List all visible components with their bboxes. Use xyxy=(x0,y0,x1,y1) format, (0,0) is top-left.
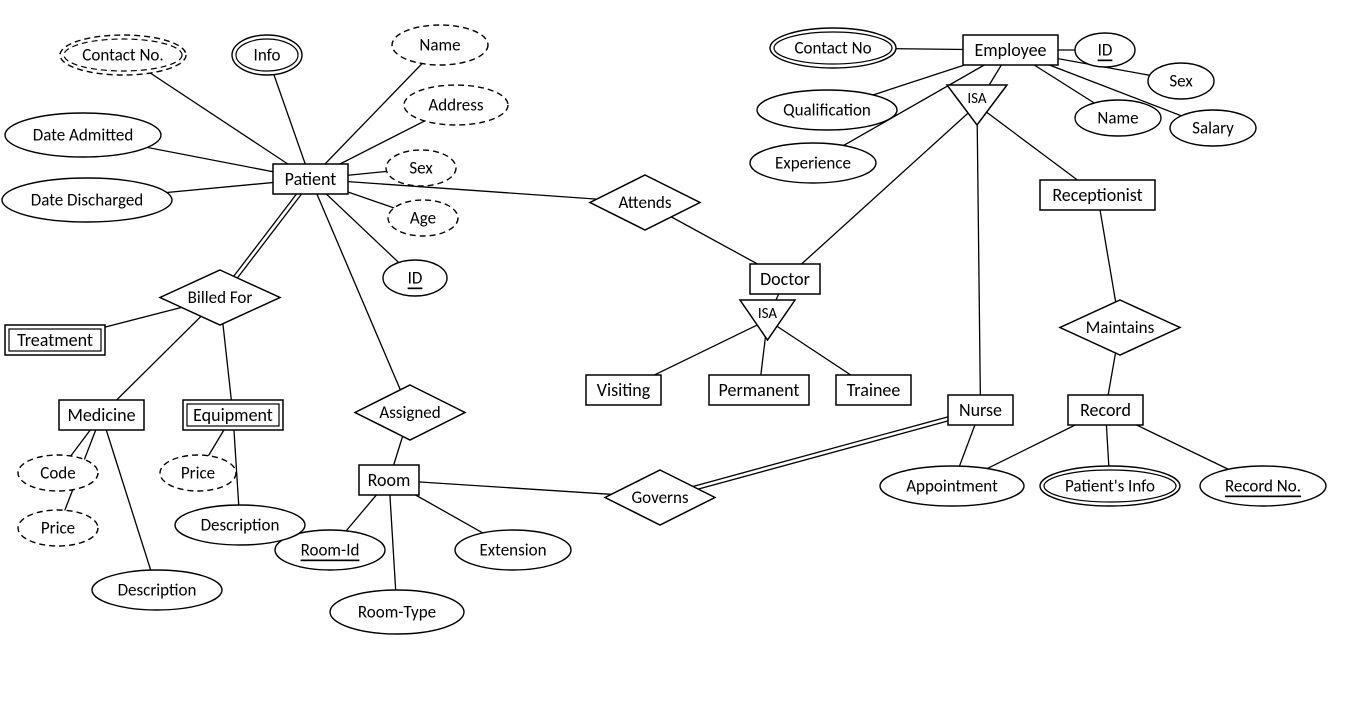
svg-text:Date Discharged: Date Discharged xyxy=(31,190,143,211)
weak-entity-treatment: Treatment xyxy=(5,325,105,355)
attribute-pName: Name xyxy=(392,25,488,65)
entity-record: Record xyxy=(1068,395,1143,425)
svg-text:Room-Id: Room-Id xyxy=(301,540,360,561)
svg-text:Qualification: Qualification xyxy=(783,100,871,121)
attribute-rRecNo: Record No. xyxy=(1200,466,1326,506)
attribute-pID: ID xyxy=(383,260,447,296)
attribute-nAppoint: Appointment xyxy=(880,466,1024,506)
attribute-eExp: Experience xyxy=(750,143,876,183)
svg-text:Description: Description xyxy=(118,580,197,601)
weak-entity-equipment: Equipment xyxy=(183,400,283,430)
svg-text:Assigned: Assigned xyxy=(379,402,440,423)
svg-text:Date Admitted: Date Admitted xyxy=(33,125,134,146)
svg-text:Contact No.: Contact No. xyxy=(82,45,163,66)
relationship-governs: Governs xyxy=(605,470,715,525)
attribute-pContact: Contact No. xyxy=(60,35,186,75)
entity-visiting: Visiting xyxy=(586,375,661,405)
svg-text:Age: Age xyxy=(410,208,436,229)
svg-text:Sex: Sex xyxy=(409,158,433,179)
entity-employee: Employee xyxy=(963,35,1058,65)
svg-text:Governs: Governs xyxy=(631,487,688,508)
entity-medicine: Medicine xyxy=(59,400,144,430)
attribute-roomType: Room-Type xyxy=(330,590,464,634)
attribute-pInfo: Info xyxy=(232,35,302,75)
attribute-pAge: Age xyxy=(388,200,458,236)
svg-text:Treatment: Treatment xyxy=(17,329,93,351)
attribute-roomExt: Extension xyxy=(455,530,571,570)
attribute-rPatInfo: Patient's Info xyxy=(1040,466,1180,506)
attribute-eqDesc: Description xyxy=(175,505,305,545)
svg-text:Receptionist: Receptionist xyxy=(1052,184,1142,206)
svg-text:ISA: ISA xyxy=(758,305,778,323)
relationship-attends: Attends xyxy=(590,175,700,230)
isa-isa1: ISA xyxy=(947,85,1007,125)
svg-text:Patient's Info: Patient's Info xyxy=(1065,476,1155,497)
svg-text:Room-Type: Room-Type xyxy=(358,602,436,623)
attribute-eqPrice: Price xyxy=(160,455,236,491)
attribute-eID: ID xyxy=(1075,33,1135,67)
svg-text:Record No.: Record No. xyxy=(1225,476,1301,497)
shapes-layer: Patient Employee Doctor Visiting Permanent Tr… xyxy=(2,25,1326,634)
isa-isa2: ISA xyxy=(740,300,795,340)
attribute-eSalary: Salary xyxy=(1170,110,1256,146)
svg-text:Name: Name xyxy=(419,35,460,56)
attribute-mPrice: Price xyxy=(18,510,98,546)
svg-text:ISA: ISA xyxy=(967,90,987,108)
attribute-pSex: Sex xyxy=(386,150,456,186)
relationship-assigned: Assigned xyxy=(355,385,465,440)
attribute-eContact: Contact No xyxy=(770,28,896,68)
entity-permanent: Permanent xyxy=(709,375,809,405)
attribute-mDesc: Description xyxy=(92,570,222,610)
svg-text:Price: Price xyxy=(181,463,215,484)
attribute-pDateDis: Date Discharged xyxy=(2,178,172,222)
svg-text:Sex: Sex xyxy=(1169,71,1193,92)
svg-text:Contact No: Contact No xyxy=(794,38,871,59)
svg-text:Code: Code xyxy=(40,463,75,484)
entity-room: Room xyxy=(359,465,419,495)
svg-text:Experience: Experience xyxy=(775,153,851,174)
er-diagram: Patient Employee Doctor Visiting Permanent Tr… xyxy=(0,0,1367,703)
svg-text:Maintains: Maintains xyxy=(1086,317,1155,338)
entity-trainee: Trainee xyxy=(836,375,911,405)
svg-text:Attends: Attends xyxy=(619,192,672,213)
svg-text:ID: ID xyxy=(408,268,423,289)
attribute-eSex: Sex xyxy=(1148,63,1214,99)
svg-text:Info: Info xyxy=(254,45,281,66)
entity-nurse: Nurse xyxy=(948,395,1013,425)
relationship-billedfor: Billed For xyxy=(160,270,280,325)
svg-text:Salary: Salary xyxy=(1192,118,1234,139)
attribute-eName: Name xyxy=(1075,100,1161,136)
svg-text:Billed For: Billed For xyxy=(188,287,253,308)
svg-text:ID: ID xyxy=(1098,40,1113,61)
svg-text:Employee: Employee xyxy=(975,39,1047,61)
entity-doctor: Doctor xyxy=(750,264,820,294)
svg-text:Room: Room xyxy=(368,469,411,491)
svg-text:Record: Record xyxy=(1080,399,1131,421)
svg-text:Trainee: Trainee xyxy=(847,379,901,401)
svg-text:Address: Address xyxy=(428,95,484,116)
relationship-maintains: Maintains xyxy=(1060,300,1180,355)
svg-text:Medicine: Medicine xyxy=(67,404,135,426)
entity-receptionist: Receptionist xyxy=(1040,180,1155,210)
svg-text:Equipment: Equipment xyxy=(193,404,273,426)
attribute-eQual: Qualification xyxy=(757,90,897,130)
attribute-pAddress: Address xyxy=(404,85,508,125)
svg-text:Doctor: Doctor xyxy=(760,268,810,290)
svg-text:Extension: Extension xyxy=(479,540,546,561)
svg-text:Description: Description xyxy=(201,515,280,536)
svg-text:Nurse: Nurse xyxy=(959,399,1002,421)
entity-patient: Patient xyxy=(273,164,348,194)
svg-text:Name: Name xyxy=(1097,108,1138,129)
svg-text:Visiting: Visiting xyxy=(597,379,651,401)
attribute-mCode: Code xyxy=(18,455,98,491)
svg-text:Price: Price xyxy=(41,518,75,539)
svg-text:Patient: Patient xyxy=(285,168,337,190)
svg-text:Appointment: Appointment xyxy=(906,476,998,497)
attribute-pDateAdm: Date Admitted xyxy=(5,113,161,157)
svg-text:Permanent: Permanent xyxy=(719,379,800,401)
